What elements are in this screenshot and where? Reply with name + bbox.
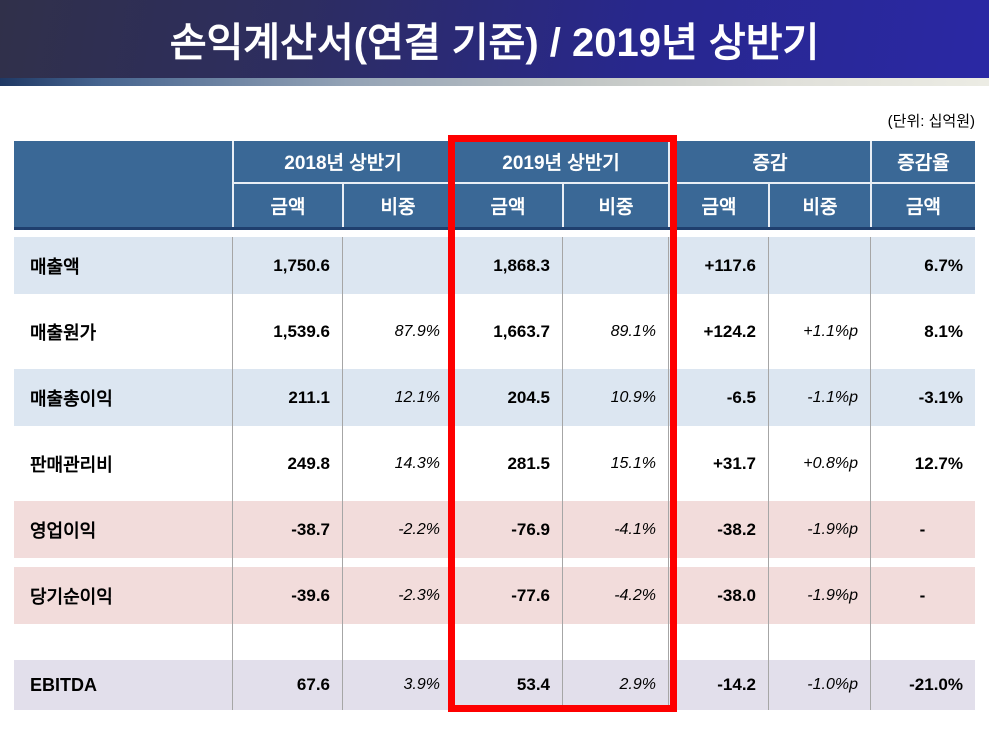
cell-change-ratio: +1.1%p	[803, 322, 858, 340]
cell-2019-ratio: -4.2%	[614, 586, 656, 604]
cell-2019-ratio: 2.9%	[619, 676, 656, 693]
cell-2019-amount: 204.5	[507, 387, 550, 407]
cell-2018-amount: -38.7	[291, 519, 330, 539]
cell-change-amount: +31.7	[712, 453, 756, 473]
cell-2018-amount: 249.8	[287, 453, 330, 473]
cell-change-ratio: -1.0%p	[807, 676, 858, 693]
subheader-2018-amount: 금액	[232, 182, 342, 227]
column-divider	[342, 237, 343, 710]
cell-2018-ratio: -2.3%	[398, 586, 440, 604]
subheader-2019-ratio: 비중	[562, 182, 668, 227]
cell-2019-amount: 1,868.3	[493, 255, 550, 275]
cell-2018-amount: 67.6	[296, 675, 330, 694]
cell-2019-amount: 1,663.7	[493, 321, 550, 341]
cell-2019-ratio: 10.9%	[610, 388, 656, 406]
cell-2019-ratio: -4.1%	[614, 520, 656, 538]
cell-change-ratio: -1.9%p	[807, 586, 858, 604]
header-item-column	[14, 141, 232, 227]
header-change-rate: 증감율	[870, 141, 975, 182]
column-divider	[452, 237, 453, 710]
cell-change-rate: -3.1%	[918, 387, 963, 407]
column-divider	[768, 237, 769, 710]
table-row-ebitda: EBITDA 67.6 3.9% 53.4 2.9% -14.2 -1.0%p …	[14, 660, 975, 710]
header-2018-h1: 2018년 상반기	[232, 141, 452, 182]
cell-2018-ratio: 87.9%	[394, 322, 440, 340]
cell-change-amount: -38.0	[717, 585, 756, 605]
subheader-change-amount: 금액	[668, 182, 768, 227]
cell-2018-amount: 211.1	[288, 387, 330, 407]
row-label: 영업이익	[30, 520, 97, 541]
row-label: 매출액	[30, 256, 80, 277]
cell-2019-amount: 281.5	[507, 453, 550, 473]
table-row-operating-income: 영업이익 -38.7 -2.2% -76.9 -4.1% -38.2 -1.9%…	[14, 501, 975, 558]
subheader-change-rate-amount: 금액	[870, 182, 975, 227]
cell-change-rate: -	[919, 519, 926, 539]
table-row-cost-of-sales: 매출원가 1,539.6 87.9% 1,663.7 89.1% +124.2 …	[14, 303, 975, 360]
cell-change-rate: 12.7%	[914, 453, 963, 473]
page-title: 손익계산서(연결 기준) / 2019년 상반기	[169, 21, 820, 65]
cell-2019-amount: -76.9	[511, 519, 550, 539]
cell-2018-amount: 1,750.6	[273, 255, 330, 275]
column-divider	[232, 237, 233, 710]
cell-change-rate: -21.0%	[909, 675, 963, 694]
column-divider	[870, 237, 871, 710]
row-label: 매출원가	[30, 322, 97, 343]
cell-2019-ratio: 15.1%	[610, 454, 656, 472]
column-divider	[668, 237, 669, 710]
cell-change-amount: +124.2	[703, 321, 756, 341]
row-label: EBITDA	[30, 674, 97, 695]
unit-label: (단위: 십억원)	[887, 113, 975, 130]
cell-2018-ratio: 12.1%	[394, 388, 440, 406]
cell-2019-amount: 53.4	[516, 675, 550, 694]
banner-accent-stripe	[0, 78, 989, 86]
header-2019-h1: 2019년 상반기	[452, 141, 668, 182]
income-statement-table-body: 매출액 1,750.6 1,868.3 +117.6 6.7% 매출원가 1,5…	[14, 237, 975, 710]
cell-change-rate: 6.7%	[924, 255, 963, 275]
cell-2018-ratio: 3.9%	[403, 676, 440, 693]
cell-2019-ratio: 89.1%	[610, 322, 656, 340]
subheader-2018-ratio: 비중	[342, 182, 452, 227]
cell-change-ratio: +0.8%p	[803, 454, 858, 472]
cell-2018-ratio: -2.2%	[398, 520, 440, 538]
table-row-gross-profit: 매출총이익 211.1 12.1% 204.5 10.9% -6.5 -1.1%…	[14, 369, 975, 426]
income-statement-table-header: 2018년 상반기 2019년 상반기 증감 증감율 금액 비중 금액 비중 금…	[14, 141, 975, 230]
cell-change-ratio: -1.9%p	[807, 520, 858, 538]
cell-change-rate: -	[919, 585, 926, 605]
slide-title-banner: 손익계산서(연결 기준) / 2019년 상반기	[0, 0, 989, 78]
table-row-sales: 매출액 1,750.6 1,868.3 +117.6 6.7%	[14, 237, 975, 294]
cell-2018-amount: -39.6	[291, 585, 330, 605]
table-row-net-income: 당기순이익 -39.6 -2.3% -77.6 -4.2% -38.0 -1.9…	[14, 567, 975, 624]
row-label: 판매관리비	[30, 454, 113, 475]
cell-change-amount: -38.2	[717, 519, 756, 539]
table-row-sganda: 판매관리비 249.8 14.3% 281.5 15.1% +31.7 +0.8…	[14, 435, 975, 492]
row-label: 매출총이익	[30, 388, 113, 409]
subheader-2019-amount: 금액	[452, 182, 562, 227]
cell-change-rate: 8.1%	[924, 321, 963, 341]
cell-change-amount: -6.5	[726, 387, 756, 407]
row-label: 당기순이익	[30, 586, 113, 607]
column-divider	[562, 237, 563, 710]
subheader-change-ratio: 비중	[768, 182, 870, 227]
cell-change-amount: +117.6	[704, 255, 756, 275]
cell-change-amount: -14.2	[717, 675, 756, 694]
cell-2018-amount: 1,539.6	[273, 321, 330, 341]
header-change: 증감	[668, 141, 870, 182]
cell-2019-amount: -77.6	[511, 585, 550, 605]
cell-2018-ratio: 14.3%	[394, 454, 440, 472]
cell-change-ratio: -1.1%p	[807, 388, 858, 406]
